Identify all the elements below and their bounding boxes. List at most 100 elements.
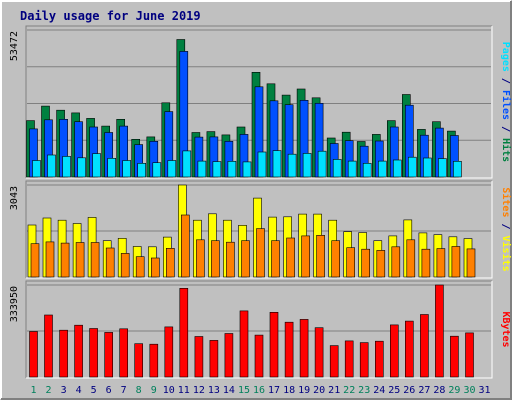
x-tick-label-day-11: 11 xyxy=(178,385,190,396)
x-tick-label-day-24: 24 xyxy=(373,385,385,396)
x-tick-label-day-21: 21 xyxy=(328,385,340,396)
bar-kbytes-day-29 xyxy=(450,335,459,378)
bar-kbytes-day-16 xyxy=(254,334,264,378)
bar-pages-day-28 xyxy=(438,158,447,178)
bar-pages-day-4 xyxy=(77,157,86,178)
x-tick-label-day-2: 2 xyxy=(45,385,51,396)
bar-kbytes-day-13 xyxy=(209,340,219,378)
x-tick-label-day-13: 13 xyxy=(208,385,220,396)
y-max-label: 333950 xyxy=(9,286,20,322)
bar-sites-day-8 xyxy=(135,256,145,278)
x-tick-label-day-26: 26 xyxy=(403,385,415,396)
axis-label-part: KBytes xyxy=(500,311,511,347)
bar-sites-day-2 xyxy=(45,241,55,278)
x-tick-label-day-23: 23 xyxy=(358,385,370,396)
bar-pages-day-16 xyxy=(257,151,267,178)
bar-kbytes-day-1 xyxy=(29,331,38,378)
panel-frame-shadow xyxy=(25,25,492,178)
x-tick-label-day-25: 25 xyxy=(388,385,400,396)
bar-sites-day-16 xyxy=(256,228,265,278)
x-tick-label-day-7: 7 xyxy=(121,385,127,396)
panel-kbytes: 333950 KBytes xyxy=(9,280,511,379)
right-axis-label: KBytes xyxy=(500,311,511,347)
x-tick-label-day-8: 8 xyxy=(136,385,142,396)
bar-sites-day-6 xyxy=(105,247,115,278)
bar-pages-day-23 xyxy=(362,163,372,178)
bar-sites-day-26 xyxy=(406,239,416,278)
bar-kbytes-day-26 xyxy=(404,320,414,378)
right-axis-label: Pages / Files / Hits xyxy=(500,42,512,162)
bar-sites-day-10 xyxy=(166,248,175,278)
bar-sites-day-25 xyxy=(391,246,401,278)
x-tick-label-day-29: 29 xyxy=(448,385,460,396)
bar-pages-day-29 xyxy=(453,161,462,178)
bar-kbytes-day-6 xyxy=(104,332,113,378)
bar-sites-day-27 xyxy=(421,248,431,278)
panel-frame-shadow xyxy=(25,280,492,378)
y-max-label: 3043 xyxy=(9,186,20,210)
bar-pages-day-22 xyxy=(347,160,357,178)
bar-pages-day-12 xyxy=(197,160,207,178)
bar-sites-day-4 xyxy=(75,242,85,278)
x-tick-label-day-18: 18 xyxy=(283,385,295,396)
y-max-label: 53472 xyxy=(9,31,20,61)
axis-label-part: Files xyxy=(500,90,512,120)
bar-sites-day-13 xyxy=(211,240,220,278)
bar-kbytes-day-24 xyxy=(374,340,384,378)
bar-sites-day-17 xyxy=(271,240,280,278)
panel-frame-highlight xyxy=(26,181,493,279)
bar-kbytes-day-28 xyxy=(435,284,444,378)
bar-sites-day-22 xyxy=(346,247,356,278)
right-axis-label: Sites / Visits xyxy=(500,187,512,271)
chart-panels: 53472 Pages / Files / Hits 3043 Sites / Vis… xyxy=(9,25,512,379)
bar-kbytes-day-20 xyxy=(314,327,324,378)
x-tick-label-day-5: 5 xyxy=(91,385,97,396)
x-tick-label-day-12: 12 xyxy=(193,385,205,396)
bar-pages-day-9 xyxy=(152,162,162,178)
bar-kbytes-day-10 xyxy=(164,326,174,378)
axis-label-part: / xyxy=(500,120,511,138)
panel-frame-shadow xyxy=(25,180,492,278)
bar-pages-day-19 xyxy=(302,153,312,178)
bar-sites-day-11 xyxy=(181,214,190,278)
bar-pages-day-1 xyxy=(32,160,41,178)
bar-pages-day-18 xyxy=(287,153,297,178)
x-tick-label-day-30: 30 xyxy=(463,385,475,396)
bar-sites-day-12 xyxy=(196,239,205,278)
x-tick-label-day-15: 15 xyxy=(238,385,250,396)
axis-label-part: / xyxy=(500,72,511,90)
bar-kbytes-day-12 xyxy=(194,336,204,378)
bar-pages-day-17 xyxy=(272,150,282,178)
x-tick-label-day-10: 10 xyxy=(163,385,175,396)
bar-sites-day-28 xyxy=(436,248,446,278)
bar-sites-day-19 xyxy=(301,235,310,278)
bar-kbytes-day-22 xyxy=(344,340,354,378)
bar-kbytes-day-2 xyxy=(44,314,53,378)
panel-frame-highlight xyxy=(26,26,493,179)
bar-pages-day-5 xyxy=(92,153,101,178)
x-tick-label-day-27: 27 xyxy=(418,385,430,396)
panel-frame-highlight xyxy=(26,281,493,379)
bar-sites-day-20 xyxy=(316,235,325,278)
x-tick-label-day-17: 17 xyxy=(268,385,280,396)
bar-sites-day-14 xyxy=(226,241,235,278)
bar-kbytes-day-5 xyxy=(89,328,98,378)
bar-sites-day-15 xyxy=(241,240,250,278)
chart-title: Daily usage for June 2019 xyxy=(20,9,201,23)
bar-kbytes-day-17 xyxy=(269,311,279,378)
panel-hits: 53472 Pages / Files / Hits xyxy=(9,25,512,179)
bar-pages-day-15 xyxy=(242,161,252,178)
x-tick-label-day-3: 3 xyxy=(61,385,67,396)
bar-kbytes-day-11 xyxy=(179,287,189,378)
x-tick-label-day-9: 9 xyxy=(151,385,157,396)
bar-pages-day-7 xyxy=(122,160,131,178)
bar-pages-day-13 xyxy=(212,161,222,178)
bar-pages-day-11 xyxy=(182,150,192,178)
bar-pages-day-24 xyxy=(377,160,387,178)
x-tick-label-day-31: 31 xyxy=(478,385,490,396)
bar-sites-day-7 xyxy=(120,253,130,278)
bar-pages-day-8 xyxy=(137,163,146,178)
bar-kbytes-day-15 xyxy=(239,310,249,378)
